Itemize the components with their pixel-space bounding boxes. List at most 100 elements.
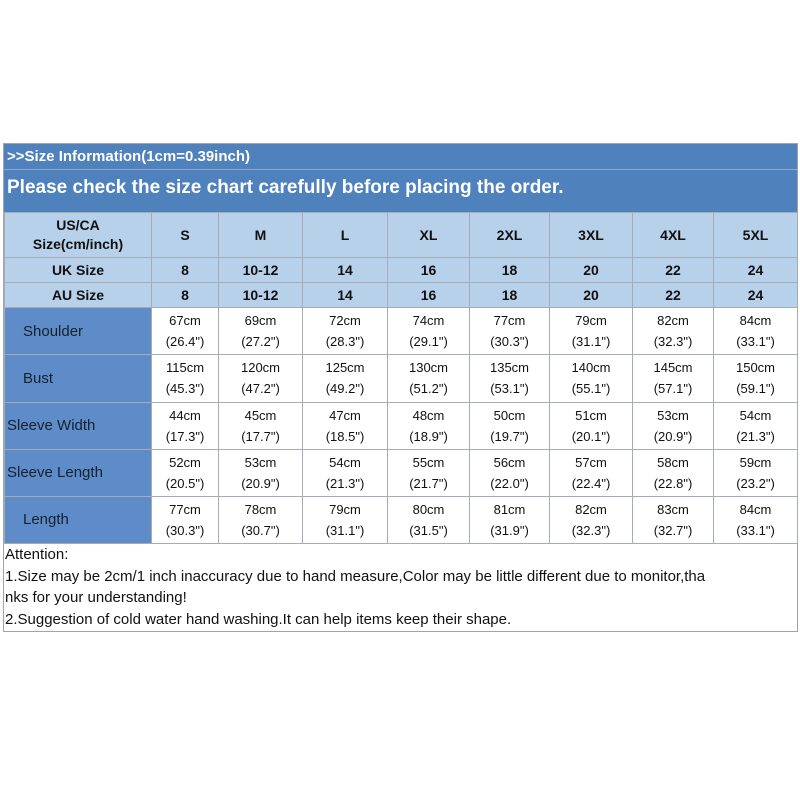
size-header-cell: 2XL [469,211,550,259]
uk-size-cell: 10-12 [218,257,303,284]
size-header-cell: 3XL [549,211,633,259]
measurement-row: Sleeve Length 52cm (20.5") 53cm (20.9") 54cm (… [4,448,798,497]
cm-value: 120cm [240,360,281,376]
cm-value: 69cm [244,313,277,329]
us-ca-label-line2: Size(cm/inch) [32,236,124,253]
measurement-row: Length 77cm (30.3") 78cm (30.7") 79cm (31.1") 8… [4,495,798,545]
cm-value: 51cm [575,407,607,423]
inch-value: (32.3") [653,334,693,350]
au-size-label: AU Size [4,282,152,309]
inch-value: (30.3") [490,334,529,350]
measurement-cell: 82cm (32.3") [549,495,633,545]
cm-value: 53cm [657,407,689,423]
au-size-cell: 22 [632,282,714,309]
measurement-cell: 115cm (45.3") [151,354,219,403]
measurement-cell: 77cm (30.3") [151,495,219,545]
cm-value: 44cm [169,407,201,423]
uk-size-cell: 20 [549,257,633,284]
cm-value: 150cm [735,360,776,376]
size-table: US/CA Size(cm/inch) S M L XL 2XL 3XL 4XL 5XL UK Si… [4,211,798,545]
attention-notes: Attention: 1.Size may be 2cm/1 inch inac… [4,544,798,630]
cm-value: 125cm [325,360,365,376]
cm-value: 45cm [244,407,277,423]
uk-size-cell: 22 [632,257,714,284]
uk-size-cell: 16 [387,257,470,284]
size-header-cell: S [151,211,219,259]
measurement-cell: 47cm (18.5") [302,401,388,450]
inch-value: (17.7") [241,428,280,444]
au-size-cell: 8 [151,282,219,309]
measurement-cell: 84cm (33.1") [713,495,798,545]
inch-value: (33.1") [736,522,775,538]
cm-value: 81cm [493,501,526,517]
size-header-cell: L [302,211,388,259]
inch-value: (57.1") [653,381,693,397]
measurement-cell: 120cm (47.2") [218,354,303,403]
uk-size-cell: 8 [151,257,219,284]
inch-value: (49.2") [325,381,365,397]
inch-value: (30.7") [241,522,280,538]
cm-value: 58cm [657,454,689,470]
uk-size-label: UK Size [4,257,152,284]
cm-value: 84cm [739,501,772,517]
measurement-cell: 77cm (30.3") [469,307,550,356]
measurement-label-text: Sleeve Width [7,417,96,435]
measurement-cell: 145cm (57.1") [632,354,714,403]
attention-line-1b: nks for your understanding! [5,589,187,606]
inch-value: (31.5") [409,522,448,538]
table-body: US/CA Size(cm/inch) S M L XL 2XL 3XL 4XL 5XL UK Si… [4,211,798,545]
measurement-label: Sleeve Length [4,448,152,497]
inch-value: (31.9") [490,522,529,538]
cm-value: 79cm [329,501,361,517]
uk-size-cell: 24 [713,257,798,284]
cm-value: 135cm [489,360,530,376]
measurement-cell: 54cm (21.3") [713,401,798,450]
inch-value: (51.2") [409,381,448,397]
cm-value: 47cm [329,407,361,423]
cm-value: 130cm [408,360,449,376]
inch-value: (26.4") [165,334,205,350]
us-ca-size-label: US/CA Size(cm/inch) [4,211,152,259]
us-ca-size-row: US/CA Size(cm/inch) S M L XL 2XL 3XL 4XL 5XL [4,211,798,259]
cm-value: 50cm [493,407,526,423]
measurement-cell: 72cm (28.3") [302,307,388,356]
cm-value: 56cm [493,454,526,470]
measurement-cell: 67cm (26.4") [151,307,219,356]
au-size-cell: 24 [713,282,798,309]
inch-value: (32.3") [571,522,611,538]
au-size-cell: 20 [549,282,633,309]
inch-value: (45.3") [165,381,205,397]
us-ca-label-line1: US/CA [56,217,100,234]
inch-value: (18.9") [409,428,448,444]
measurement-cell: 51cm (20.1") [549,401,633,450]
cm-value: 72cm [329,313,361,329]
uk-size-row: UK Size 8 10-12 14 16 18 20 22 24 [4,257,798,284]
inch-value: (30.3") [165,522,205,538]
cm-value: 140cm [571,360,611,376]
inch-value: (20.9") [241,475,280,491]
size-header-cell: M [218,211,303,259]
cm-value: 80cm [412,501,445,517]
cm-value: 82cm [575,501,607,517]
cm-value: 55cm [412,454,445,470]
attention-line-1a: 1.Size may be 2cm/1 inch inaccuracy due … [5,567,706,585]
inch-value: (19.7") [490,428,529,444]
cm-value: 67cm [169,313,201,329]
measurement-cell: 78cm (30.7") [218,495,303,545]
inch-value: (31.1") [325,522,365,538]
cm-value: 145cm [653,360,693,376]
inch-value: (21.7") [409,475,448,491]
measurement-cell: 50cm (19.7") [469,401,550,450]
inch-value: (18.5") [325,428,365,444]
measurement-cell: 56cm (22.0") [469,448,550,497]
measurement-cell: 69cm (27.2") [218,307,303,356]
cm-value: 83cm [657,501,689,517]
size-info-note: >>Size Information(1cm=0.39inch) [7,148,250,165]
cm-value: 78cm [244,501,277,517]
attention-line-2: 2.Suggestion of cold water hand washing.… [5,610,512,628]
measurement-label-text: Shoulder [23,322,84,340]
au-size-cell: 10-12 [218,282,303,309]
inch-value: (22.4") [571,475,611,491]
uk-size-cell: 18 [469,257,550,284]
measurement-cell: 74cm (29.1") [387,307,470,356]
